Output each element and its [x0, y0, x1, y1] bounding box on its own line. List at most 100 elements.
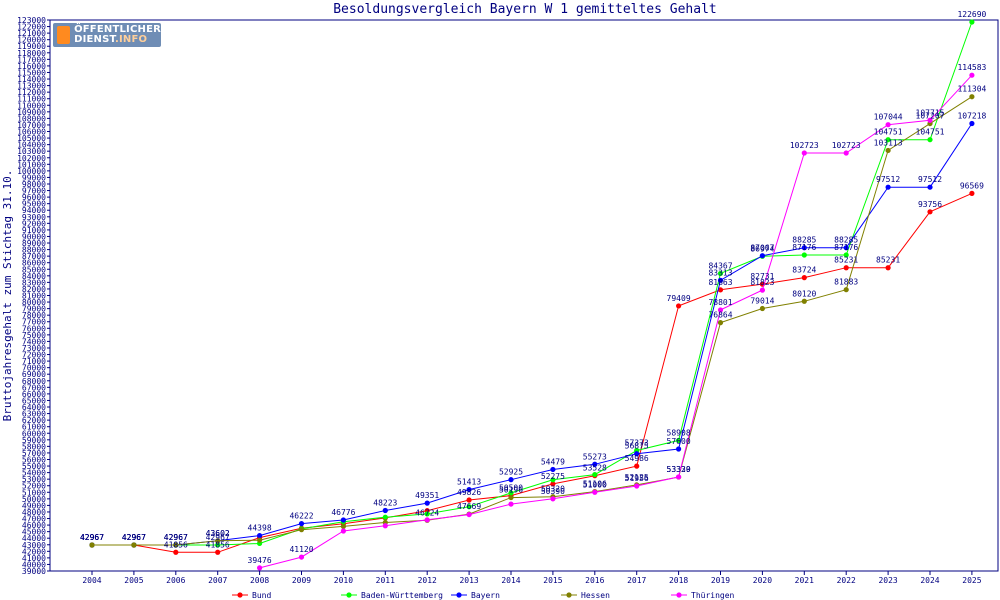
legend-item: Bayern: [451, 591, 500, 600]
legend-swatch-marker: [346, 592, 352, 598]
data-label: 104751: [916, 128, 945, 137]
data-label: 88285: [792, 236, 816, 245]
legend-label: Baden-Württemberg: [361, 591, 443, 600]
data-label: 103113: [874, 138, 903, 147]
data-point: [969, 72, 975, 78]
y-tick-label: 123000: [17, 16, 46, 25]
y-tick-label: 55000: [22, 462, 46, 471]
data-label: 97512: [876, 175, 900, 184]
data-point: [843, 252, 849, 258]
data-point: [885, 137, 891, 143]
data-label: 52125: [625, 473, 649, 482]
data-label: 39476: [248, 556, 272, 565]
x-tick-label: 2015: [543, 576, 562, 585]
data-label: 57600: [667, 437, 691, 446]
y-tick-label: 43000: [22, 541, 46, 550]
y-tick-label: 106000: [17, 128, 46, 137]
data-label: 41120: [289, 545, 313, 554]
data-point: [676, 303, 682, 309]
data-label: 51000: [583, 480, 607, 489]
data-point: [215, 538, 221, 544]
data-label: 43602: [206, 529, 230, 538]
series-line: [259, 74, 973, 569]
data-point: [508, 490, 514, 496]
y-tick-label: 76000: [22, 324, 46, 333]
legend-label: Bund: [252, 591, 271, 600]
data-label: 42967: [206, 533, 230, 542]
logo-line2-suffix: .INFO: [115, 34, 148, 45]
data-point: [466, 511, 472, 518]
data-point: [340, 523, 346, 529]
legend-item: Bund: [232, 591, 271, 600]
y-tick-label: 39000: [22, 567, 46, 576]
data-label: 50320: [541, 485, 565, 494]
data-label: 58908: [667, 428, 691, 437]
data-point: [592, 461, 598, 467]
data-point: [508, 501, 514, 507]
y-tick-label: 104000: [17, 141, 46, 150]
data-point: [927, 184, 933, 190]
data-label: 96569: [960, 181, 984, 190]
data-point: [634, 451, 640, 457]
data-label: 81863: [708, 278, 732, 287]
data-label: 42967: [122, 533, 146, 542]
data-label: 88285: [834, 236, 858, 245]
data-point: [759, 253, 766, 259]
data-point: [466, 486, 472, 493]
data-label: 78801: [708, 298, 732, 307]
data-point: [257, 532, 263, 539]
data-label: 53320: [667, 465, 691, 474]
data-label: 46724: [415, 508, 439, 517]
y-tick-label: 110000: [17, 101, 46, 110]
data-label: 93756: [918, 200, 942, 209]
y-tick-label: 122000: [17, 23, 46, 32]
data-label: 87067: [750, 244, 774, 253]
y-tick-label: 100000: [17, 167, 46, 176]
data-point: [717, 287, 724, 293]
data-point: [801, 275, 807, 281]
data-point: [843, 150, 849, 156]
y-tick-label: 99000: [22, 173, 46, 182]
data-label: 122690: [957, 10, 986, 19]
x-tick-label: 2004: [82, 576, 101, 585]
data-label: 104751: [874, 128, 903, 137]
logo-line2-main: DIENST: [74, 34, 116, 45]
y-tick-label: 75000: [22, 331, 46, 340]
data-label: 42967: [164, 533, 188, 542]
y-tick-label: 40000: [22, 560, 46, 569]
data-label: 42967: [164, 533, 188, 542]
x-tick-label: 2023: [878, 576, 897, 585]
y-tick-label: 103000: [17, 147, 46, 156]
x-tick-label: 2014: [501, 576, 520, 585]
data-point: [676, 446, 682, 452]
x-tick-label: 2025: [962, 576, 981, 585]
data-label: 50390: [541, 487, 565, 496]
data-label: 54479: [541, 457, 565, 466]
data-point: [298, 521, 305, 527]
data-point: [382, 523, 388, 529]
x-tick-label: 2021: [795, 576, 814, 585]
y-tick-label: 59000: [22, 436, 46, 445]
data-label: 114583: [957, 63, 986, 72]
data-point: [843, 287, 849, 293]
y-tick-label: 114000: [17, 75, 46, 84]
data-label: 79014: [750, 297, 774, 306]
y-tick-label: 72000: [22, 351, 46, 360]
data-point: [885, 147, 891, 154]
y-tick-label: 113000: [17, 82, 46, 91]
x-tick-label: 2020: [753, 576, 772, 585]
x-tick-label: 2006: [166, 576, 185, 585]
data-label: 82731: [750, 272, 774, 281]
data-label: 107218: [957, 112, 986, 121]
data-point: [466, 497, 472, 503]
data-label: 46222: [289, 512, 313, 521]
data-label: 51413: [457, 478, 481, 487]
data-point: [927, 117, 933, 123]
legend-item: Thüringen: [671, 591, 735, 600]
data-label: 42967: [122, 533, 146, 542]
y-tick-label: 50000: [22, 495, 46, 504]
y-tick-label: 95000: [22, 200, 46, 209]
data-label: 49826: [457, 488, 481, 497]
y-tick-label: 56000: [22, 455, 46, 464]
